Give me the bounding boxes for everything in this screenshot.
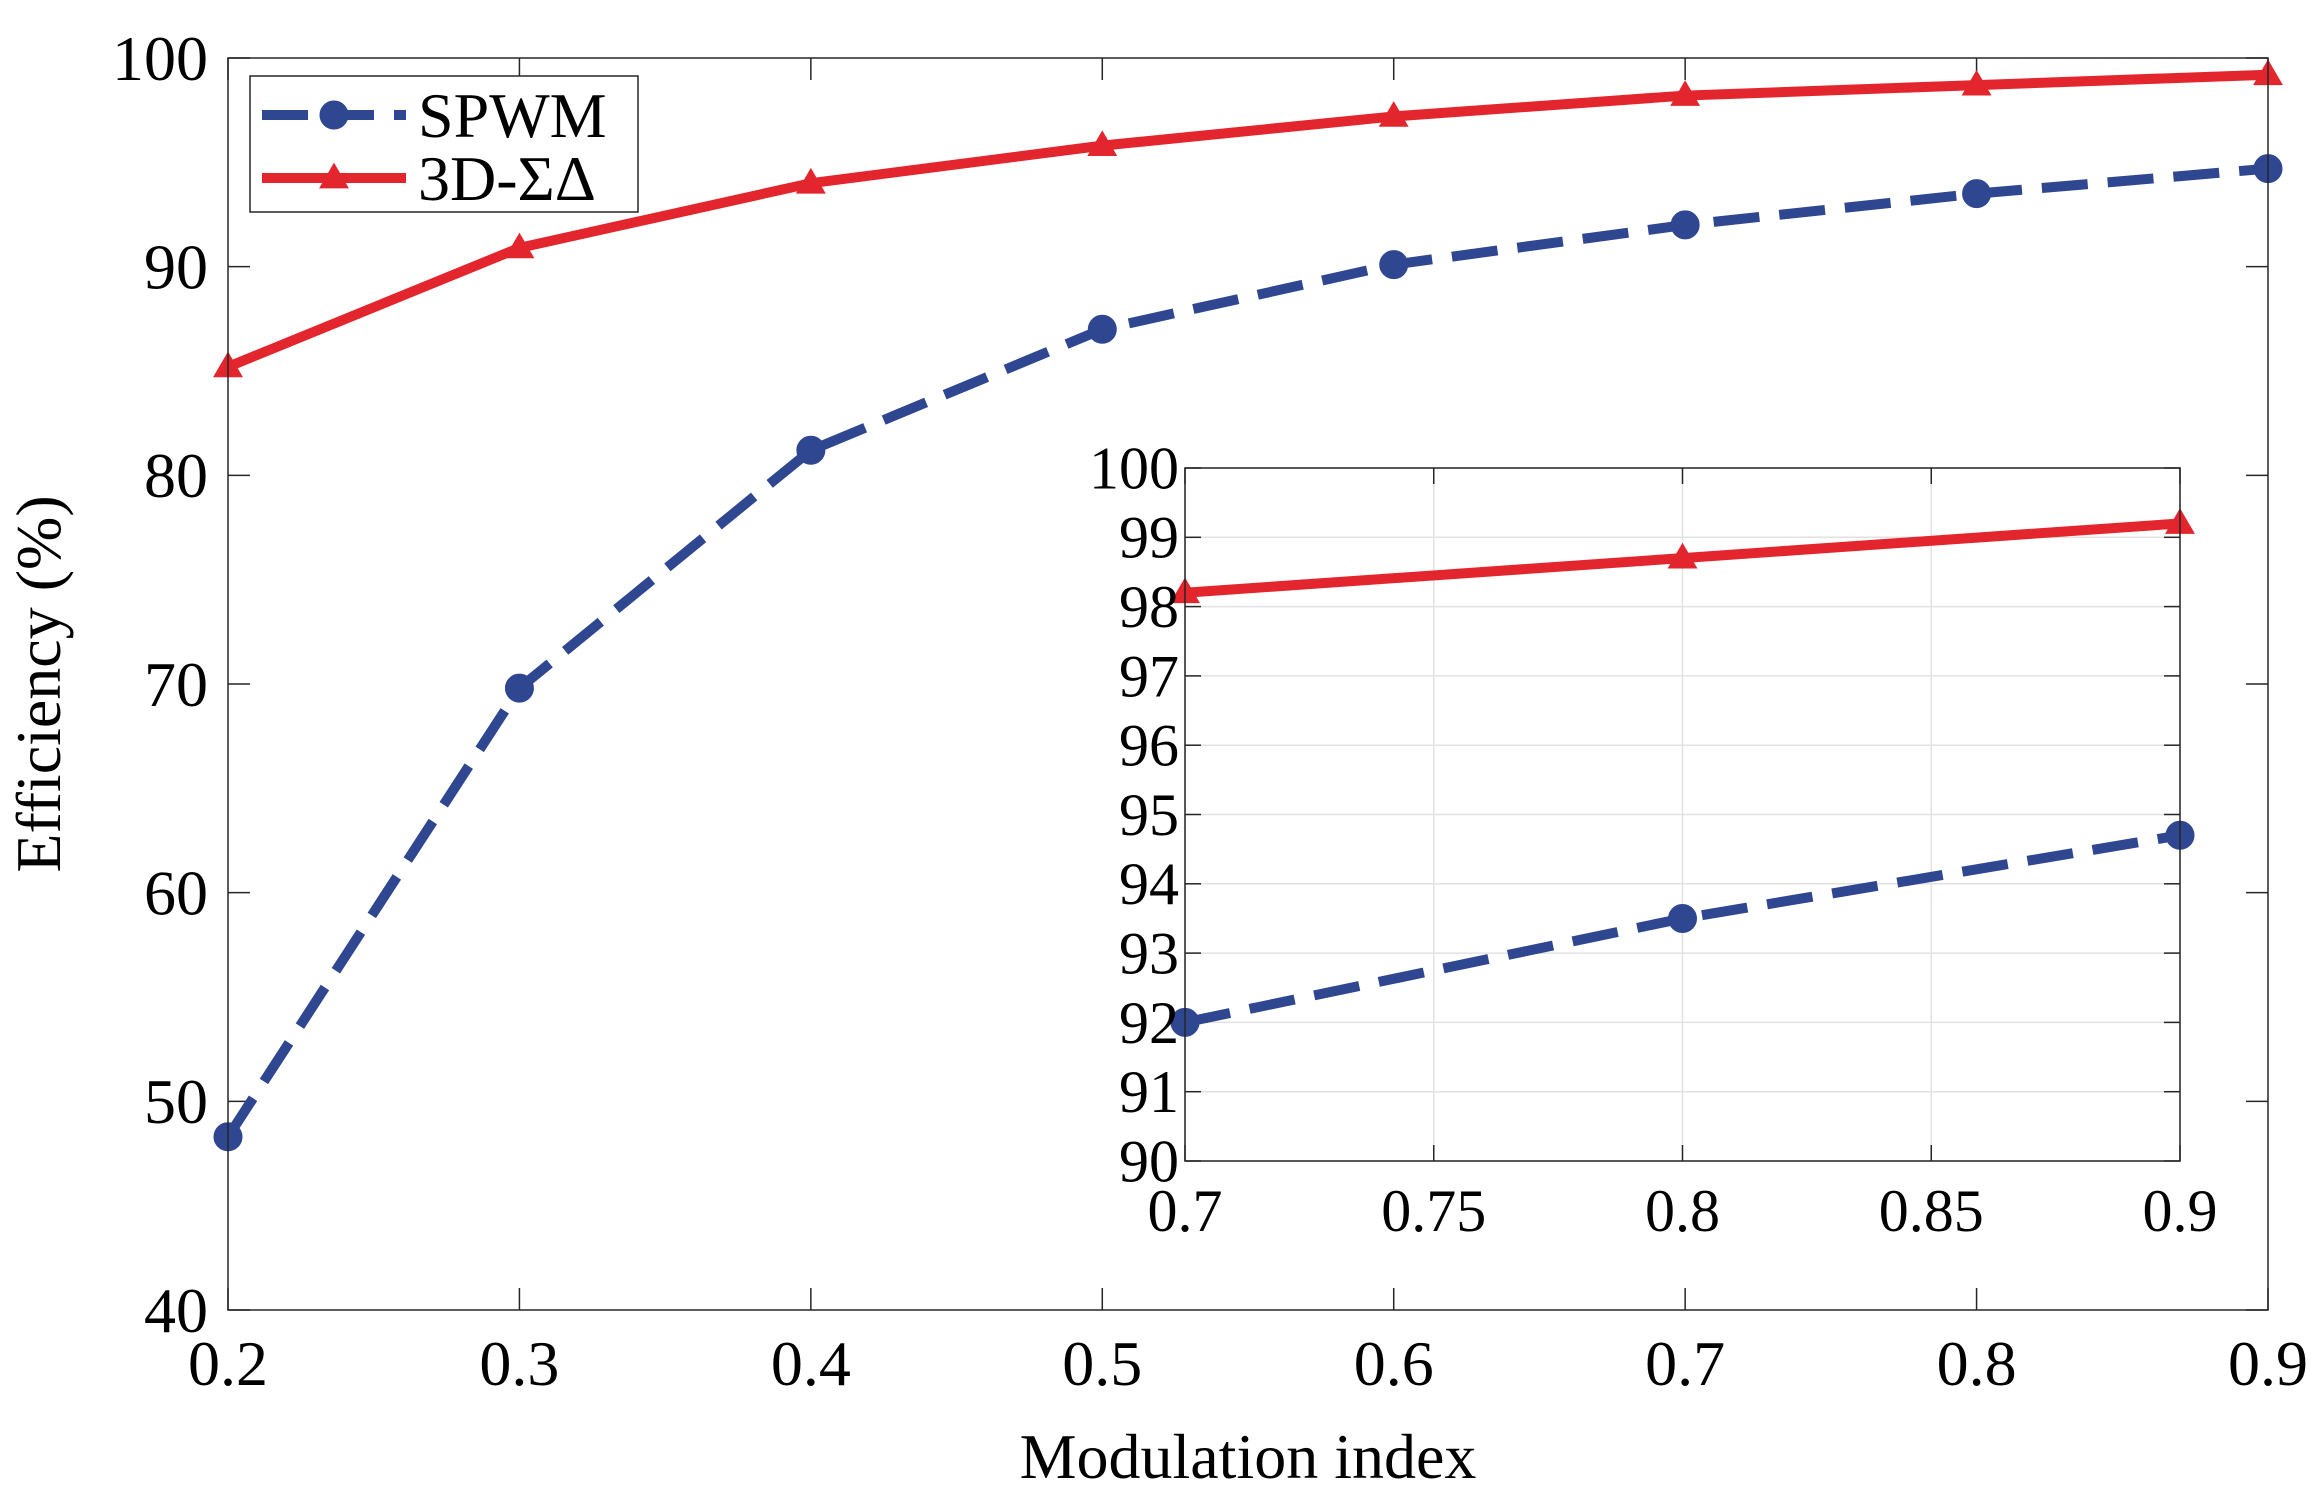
x-tick-label: 0.3: [479, 1328, 559, 1399]
x-tick-label: 0.7: [1148, 1178, 1223, 1244]
data-point: [1670, 80, 1701, 106]
plot-frame: [1184, 467, 2181, 1162]
x-axis-label: Modulation index: [1020, 1421, 1477, 1492]
y-tick-label: 93: [1119, 921, 1179, 987]
data-point: [1087, 130, 1118, 157]
y-tick-label: 95: [1119, 782, 1179, 848]
y-tick-label: 92: [1119, 990, 1179, 1056]
data-point: [1087, 314, 1117, 344]
y-tick-label: 99: [1119, 505, 1179, 571]
x-tick-label: 0.9: [2228, 1328, 2308, 1399]
y-tick-label: 40: [144, 1275, 208, 1346]
x-tick-label: 0.2: [188, 1328, 268, 1399]
data-point: [1379, 250, 1409, 280]
x-tick-label: 0.8: [1645, 1178, 1720, 1244]
legend-label: SPWM: [418, 80, 607, 151]
data-point: [1668, 903, 1697, 933]
x-tick-label: 0.4: [771, 1328, 851, 1399]
x-tick-label: 0.75: [1381, 1178, 1486, 1244]
data-point: [1962, 179, 1992, 209]
data-point: [1667, 542, 1698, 569]
y-tick-label: 96: [1119, 713, 1179, 779]
series-line: [226, 69, 2269, 372]
y-tick-label: 60: [144, 857, 208, 928]
y-tick-label: 80: [144, 440, 208, 511]
y-tick-label: 97: [1119, 643, 1179, 709]
plot-frame: [227, 57, 2269, 1311]
y-tick-label: 90: [144, 231, 208, 302]
data-point: [1961, 69, 1992, 96]
x-tick-label: 0.8: [1937, 1328, 2017, 1399]
y-tick-label: 94: [1119, 851, 1179, 917]
x-tick-label: 0.9: [2143, 1178, 2218, 1244]
data-point: [504, 673, 534, 703]
y-axis-label: Efficiency (%): [3, 495, 74, 872]
series-line: [1183, 830, 2181, 1028]
data-point: [504, 232, 535, 259]
legend-marker: [319, 162, 349, 189]
y-tick-label: 70: [144, 649, 208, 720]
y-tick-label: 91: [1119, 1059, 1179, 1125]
y-tick-label: 100: [1089, 435, 1179, 501]
data-point: [1670, 210, 1700, 240]
x-tick-label: 0.5: [1062, 1328, 1142, 1399]
y-tick-label: 50: [144, 1066, 208, 1137]
x-tick-label: 0.7: [1645, 1328, 1725, 1399]
legend-marker: [319, 100, 349, 130]
x-tick-label: 0.6: [1354, 1328, 1434, 1399]
data-point: [1378, 101, 1409, 127]
legend-box: [249, 75, 639, 213]
data-point: [795, 167, 826, 194]
y-tick-label: 98: [1119, 574, 1179, 640]
y-tick-label: 90: [1119, 1128, 1179, 1194]
x-tick-label: 0.85: [1879, 1178, 1984, 1244]
data-point: [796, 435, 826, 465]
y-tick-label: 100: [112, 23, 208, 94]
series-line: [223, 163, 2269, 1140]
legend-label: 3D-ΣΔ: [418, 143, 596, 214]
